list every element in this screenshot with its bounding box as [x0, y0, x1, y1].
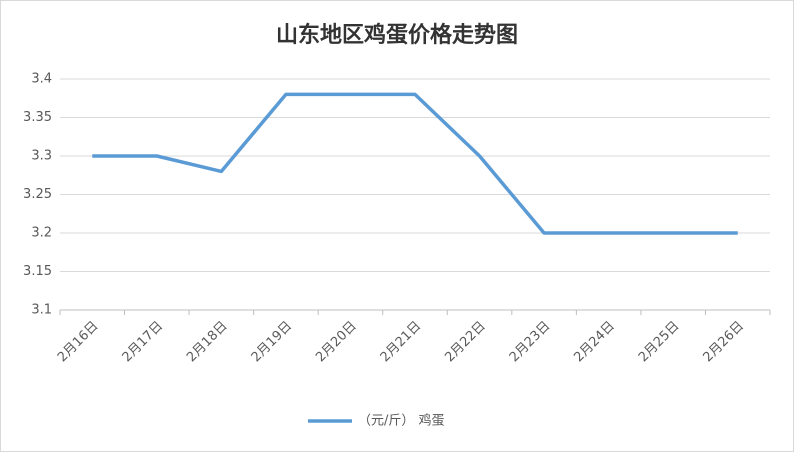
y-tick-label: 3.25	[23, 187, 52, 202]
y-tick-label: 3.3	[31, 149, 52, 164]
chart-title: 山东地区鸡蛋价格走势图	[276, 22, 518, 48]
y-tick-label: 3.1	[31, 303, 52, 318]
y-tick-label: 3.15	[23, 264, 52, 279]
legend-label: （元/斤） 鸡蛋	[358, 413, 445, 429]
y-tick-label: 3.35	[23, 110, 52, 125]
line	[92, 92, 738, 235]
y-tick-label: 3.2	[31, 226, 52, 241]
y-tick-label: 3.4	[31, 72, 52, 87]
